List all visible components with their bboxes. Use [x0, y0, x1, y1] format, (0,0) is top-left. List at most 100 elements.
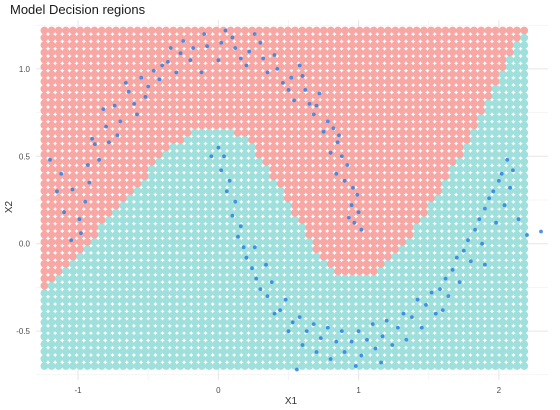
region-cell-class-a: [369, 55, 378, 64]
region-cell-class-b: [212, 354, 221, 363]
region-cell-class-a: [398, 63, 407, 71]
region-cell-class-a: [455, 121, 464, 130]
region-cell-class-a: [255, 128, 264, 137]
region-cell-class-a: [384, 114, 392, 122]
region-cell-class-a: [83, 63, 92, 71]
data-point-series-2: [286, 329, 291, 333]
region-cell-class-a: [319, 165, 328, 174]
region-cell-class-a: [83, 216, 92, 225]
region-cell-class-a: [76, 165, 85, 174]
region-cell-class-a: [312, 143, 321, 152]
region-cell-class-a: [326, 172, 335, 181]
region-cell-class-b: [427, 318, 435, 327]
region-cell-class-a: [47, 99, 56, 108]
region-cell-class-a: [248, 121, 256, 130]
region-cell-class-b: [155, 340, 163, 348]
region-cell-class-b: [83, 296, 92, 305]
region-cell-class-b: [484, 106, 493, 115]
region-cell-class-a: [248, 77, 256, 86]
region-cell-class-a: [420, 172, 428, 181]
data-point-series-2: [269, 280, 274, 284]
region-cell-class-a: [362, 150, 371, 159]
region-cell-class-a: [326, 143, 335, 152]
region-cell-class-b: [505, 245, 514, 254]
region-cell-class-a: [133, 77, 142, 86]
region-cell-class-b: [69, 274, 77, 283]
region-cell-class-b: [248, 223, 256, 232]
region-cell-class-a: [377, 33, 385, 42]
region-cell-class-b: [147, 208, 156, 217]
region-cell-class-a: [455, 128, 464, 137]
region-cell-class-b: [484, 201, 493, 210]
region-cell-class-b: [76, 340, 85, 348]
region-cell-class-a: [147, 128, 156, 137]
region-cell-class-b: [305, 311, 314, 319]
region-cell-class-a: [219, 106, 228, 115]
data-point-series-1: [174, 70, 179, 75]
region-cell-class-b: [298, 362, 307, 370]
region-cell-class-a: [255, 150, 264, 159]
region-cell-class-b: [105, 245, 113, 254]
region-cell-class-b: [448, 325, 457, 334]
region-cell-class-b: [341, 354, 349, 363]
region-cell-class-b: [212, 245, 221, 254]
region-cell-class-a: [233, 128, 242, 137]
region-cell-class-a: [470, 106, 478, 115]
region-cell-class-a: [284, 121, 292, 130]
region-cell-class-b: [226, 187, 235, 195]
region-cell-class-a: [291, 70, 299, 79]
region-cell-class-b: [112, 230, 120, 239]
region-cell-class-a: [219, 55, 228, 64]
region-cell-class-a: [62, 260, 70, 268]
region-cell-class-a: [398, 172, 407, 181]
region-cell-class-b: [133, 208, 142, 217]
region-cell-class-a: [40, 245, 49, 254]
region-cell-class-a: [83, 48, 92, 57]
region-cell-class-a: [205, 26, 214, 35]
region-cell-class-b: [484, 208, 493, 217]
region-cell-class-a: [140, 150, 149, 159]
data-point-series-2: [516, 217, 521, 222]
region-cell-class-b: [226, 260, 235, 268]
region-cell-class-a: [162, 143, 171, 152]
region-cell-class-a: [312, 99, 321, 108]
region-cell-class-a: [133, 179, 142, 188]
region-cell-class-b: [269, 318, 278, 327]
region-cell-class-b: [126, 340, 135, 348]
region-cell-class-a: [40, 128, 49, 137]
region-cell-class-a: [291, 77, 299, 86]
data-point-series-2: [525, 233, 529, 237]
region-cell-class-b: [484, 303, 493, 312]
region-cell-class-b: [305, 332, 314, 341]
region-cell-class-b: [284, 318, 292, 327]
region-cell-class-b: [176, 267, 185, 276]
region-cell-class-a: [319, 26, 328, 35]
region-cell-class-a: [334, 48, 342, 57]
region-cell-class-b: [498, 281, 507, 290]
region-cell-class-b: [248, 274, 256, 283]
region-cell-class-b: [69, 354, 77, 363]
region-cell-class-b: [420, 362, 428, 370]
region-cell-class-a: [326, 33, 335, 42]
region-cell-class-a: [355, 121, 364, 130]
region-cell-class-a: [269, 121, 278, 130]
region-cell-class-a: [398, 128, 407, 137]
region-cell-class-b: [119, 252, 128, 261]
region-cell-class-a: [54, 99, 63, 108]
region-cell-class-b: [398, 325, 407, 334]
region-cell-class-b: [319, 325, 328, 334]
region-cell-class-a: [362, 157, 371, 166]
region-cell-class-a: [133, 121, 142, 130]
region-cell-class-a: [83, 238, 92, 246]
region-cell-class-b: [169, 311, 178, 319]
region-cell-class-b: [155, 296, 163, 305]
region-cell-class-b: [183, 194, 192, 203]
region-cell-class-a: [391, 77, 400, 86]
region-cell-class-a: [97, 55, 106, 64]
region-cell-class-a: [355, 157, 364, 166]
region-cell-class-b: [305, 289, 314, 297]
region-cell-class-b: [520, 194, 529, 203]
region-cell-class-b: [276, 311, 285, 319]
region-cell-class-a: [276, 70, 285, 79]
region-cell-class-a: [40, 172, 49, 181]
